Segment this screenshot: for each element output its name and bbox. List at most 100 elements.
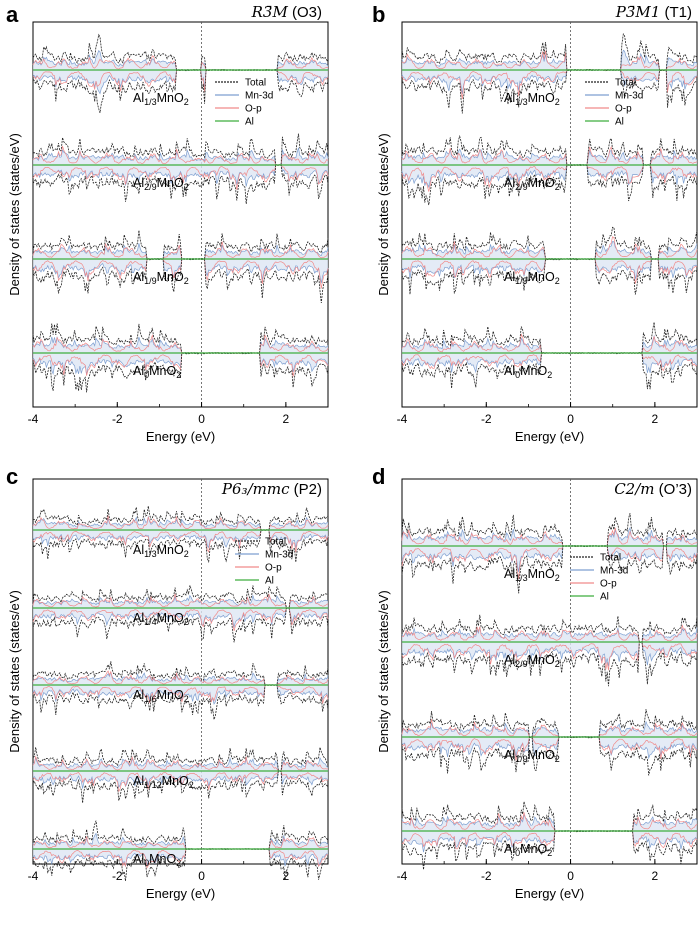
x-tick-label: -2 xyxy=(481,869,492,883)
mn3d-down-line xyxy=(32,607,329,629)
panel-letter: a xyxy=(6,2,19,27)
panel-d: d C2/m (O’3) -4 -2 0 2 Energy (eV) Density of s… xyxy=(372,464,698,901)
op-down-line xyxy=(32,684,329,704)
dos-composition: Al1/9MnO2 xyxy=(32,230,329,304)
composition-label: Al1/6MnO2 xyxy=(133,688,189,704)
mn3d-up-line xyxy=(401,720,698,738)
mn3d-up-line xyxy=(32,670,329,686)
composition-label: Al1/3MnO2 xyxy=(133,543,189,559)
x-tick-label: 0 xyxy=(567,412,574,426)
composition-label: Al1/9MnO2 xyxy=(133,270,189,286)
panel-b: b P3̄M1 (T1) -4 -2 0 2 Energy (eV) Density of s… xyxy=(372,2,698,444)
panel-letter: c xyxy=(6,464,18,489)
composition-label: Al1/3MnO2 xyxy=(504,91,560,107)
y-axis-label: Density of states (states/eV) xyxy=(7,133,22,296)
legend-label: Mn-3d xyxy=(615,91,643,102)
total-up-line xyxy=(401,513,698,547)
mn3d-fill xyxy=(33,672,328,704)
plot-frame xyxy=(32,478,329,865)
composition-label: Al0MnO2 xyxy=(133,364,181,380)
mn3d-down-line xyxy=(401,641,698,667)
op-up-line xyxy=(401,527,698,547)
y-axis-label: Density of states (states/eV) xyxy=(376,590,391,753)
mn3d-fill xyxy=(33,336,328,375)
composition-label: Al2/9MnO2 xyxy=(133,176,189,192)
dos-composition: Al0MnO2 xyxy=(32,323,329,393)
legend: Total Mn-3d O-p Al xyxy=(215,78,273,128)
total-up-line xyxy=(32,585,329,609)
mn3d-down-line xyxy=(401,736,698,760)
x-tick-label: 0 xyxy=(198,412,205,426)
dos-composition: Al1/12MnO2 xyxy=(32,747,329,804)
mn3d-down-line xyxy=(32,848,329,868)
op-up-line xyxy=(401,812,698,832)
x-axis-label: Energy (eV) xyxy=(515,429,584,444)
title-structure: (P2) xyxy=(289,481,322,498)
x-tick-label: 2 xyxy=(652,869,659,883)
total-up-line xyxy=(401,709,698,738)
op-up-line xyxy=(32,670,329,686)
mn3d-fill xyxy=(33,50,328,94)
mn3d-up-line xyxy=(401,813,698,832)
mn3d-fill xyxy=(33,758,328,789)
dos-composition: Al2/9MnO2 xyxy=(32,133,329,204)
composition-label: Al0MnO2 xyxy=(504,364,552,380)
legend-label: Total xyxy=(245,78,266,89)
mn3d-fill xyxy=(402,627,697,667)
x-tick-label: -4 xyxy=(28,412,39,426)
dos-composition: Al1/3MnO2 xyxy=(32,33,329,114)
op-down-line xyxy=(32,848,329,869)
total-down-line xyxy=(401,69,698,114)
dos-composition: Al0MnO2 xyxy=(401,322,698,390)
total-up-line xyxy=(32,323,329,354)
composition-label: Al0MnO2 xyxy=(504,842,552,858)
legend-label: Al xyxy=(600,592,609,603)
mn3d-up-line xyxy=(401,49,698,71)
total-up-line xyxy=(32,505,329,531)
total-up-line xyxy=(401,33,698,71)
mn3d-up-line xyxy=(32,832,329,850)
plot-frame xyxy=(401,478,698,865)
dos-composition: Al1/4MnO2 xyxy=(32,585,329,643)
total-down-line xyxy=(401,258,698,295)
op-up-line xyxy=(401,50,698,71)
x-tick-label: -4 xyxy=(28,869,39,883)
dos-composition: Al1/9MnO2 xyxy=(401,226,698,295)
mn3d-fill xyxy=(33,243,328,284)
legend-label: Total xyxy=(265,537,286,548)
total-down-line xyxy=(32,848,329,882)
composition-label: Al2/9MnO2 xyxy=(504,653,560,669)
x-tick-label: -2 xyxy=(112,869,123,883)
composition-label: Al1/9MnO2 xyxy=(504,748,560,764)
mn3d-fill xyxy=(33,147,328,187)
x-axis-label: Energy (eV) xyxy=(146,886,215,901)
op-down-line xyxy=(32,529,329,553)
op-down-line xyxy=(401,641,698,671)
mn3d-up-line xyxy=(32,336,329,354)
title-structure: (T1) xyxy=(660,4,692,21)
dos-composition: Al1/3MnO2 xyxy=(401,33,698,114)
mn3d-down-line xyxy=(32,529,329,549)
total-up-line xyxy=(401,801,698,832)
op-up-line xyxy=(401,719,698,738)
dos-composition: Al0MnO2 xyxy=(32,820,329,882)
op-up-line xyxy=(32,241,329,260)
legend-label: Mn-3d xyxy=(265,550,293,561)
title-space-group: R3̄M xyxy=(251,3,289,21)
total-up-line xyxy=(32,230,329,260)
dos-composition: Al1/6MnO2 xyxy=(32,661,329,720)
legend-label: Al xyxy=(245,117,254,128)
legend-label: Al xyxy=(265,576,274,587)
total-up-line xyxy=(32,820,329,850)
y-axis-label: Density of states (states/eV) xyxy=(376,133,391,296)
x-tick-label: -4 xyxy=(397,869,408,883)
legend-label: O-p xyxy=(600,579,617,590)
total-down-line xyxy=(401,352,698,390)
total-down-line xyxy=(32,684,329,720)
dos-composition: Al2/9MnO2 xyxy=(401,134,698,206)
legend-label: O-p xyxy=(265,563,282,574)
panel-title: C2/m (O’3) xyxy=(614,480,692,498)
title-space-group: P6₃/mmc xyxy=(221,480,290,498)
total-down-line xyxy=(32,352,329,393)
